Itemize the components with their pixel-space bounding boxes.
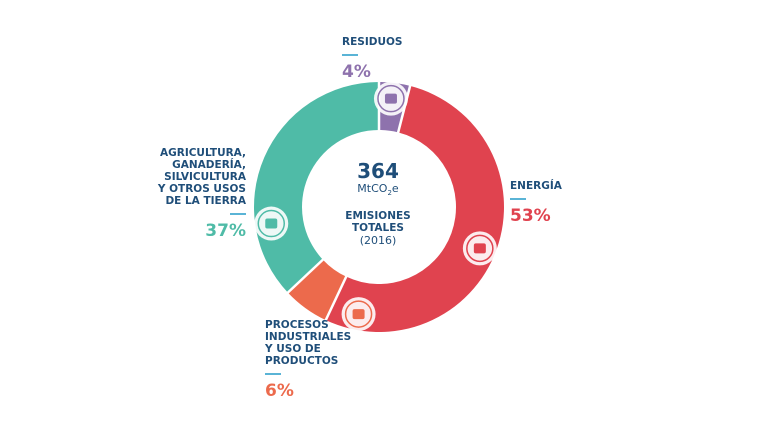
label-divider xyxy=(510,198,526,200)
label-divider xyxy=(230,213,246,215)
donut-slice-agricultura xyxy=(253,82,379,293)
slice-label-residuos: RESIDUOS 4% xyxy=(342,36,402,81)
factory-icon xyxy=(341,297,376,332)
slice-separator xyxy=(286,258,325,295)
slice-label-line: Y OTROS USOS xyxy=(157,183,246,195)
total-emissions-value: 364 xyxy=(357,159,399,183)
label-divider xyxy=(265,373,281,375)
slice-label-energia: ENERGÍA 53% xyxy=(510,180,562,225)
cow-field-icon xyxy=(254,206,289,241)
slice-label-line: PROCESOS xyxy=(265,319,329,331)
slice-label-line: GANADERÍA, xyxy=(172,159,246,171)
slice-label-line: PRODUCTOS xyxy=(265,355,339,367)
slice-percent-energia: 53% xyxy=(510,206,551,226)
slice-percent-agricultura: 37% xyxy=(205,221,246,241)
power-plant-icon xyxy=(462,231,497,266)
slice-label-line: DE LA TIERRA xyxy=(165,195,246,207)
label-divider xyxy=(342,54,358,56)
center-heading: EMISIONES TOTALES xyxy=(322,210,434,234)
slice-label-line: Y USO DE xyxy=(265,343,321,355)
donut-slice-energia xyxy=(325,85,504,332)
total-emissions-unit: MtCO2e xyxy=(357,182,399,198)
center-year: (2016) xyxy=(359,234,397,248)
slice-separator xyxy=(324,275,348,322)
slice-label-line: SILVICULTURA xyxy=(164,171,246,183)
center-heading-line2: TOTALES xyxy=(352,222,404,235)
slice-percent-procesos: 6% xyxy=(265,381,294,401)
chart-center-summary: 364 MtCO2e EMISIONES TOTALES (2016) xyxy=(322,160,434,248)
slice-label-line: AGRICULTURA, xyxy=(159,147,246,159)
slice-percent-residuos: 4% xyxy=(342,62,371,82)
slice-label-agricultura: AGRICULTURA, GANADERÍA, SILVICULTURA Y O… xyxy=(130,147,246,240)
slice-label-line: RESIDUOS xyxy=(342,36,403,48)
slice-label-procesos: PROCESOS INDUSTRIALES Y USO DE PRODUCTOS… xyxy=(265,319,351,400)
waste-bags-icon xyxy=(373,81,408,116)
slice-label-line: ENERGÍA xyxy=(510,180,562,192)
center-heading-line1: EMISIONES xyxy=(345,210,411,223)
slice-label-line: INDUSTRIALES xyxy=(265,331,352,343)
